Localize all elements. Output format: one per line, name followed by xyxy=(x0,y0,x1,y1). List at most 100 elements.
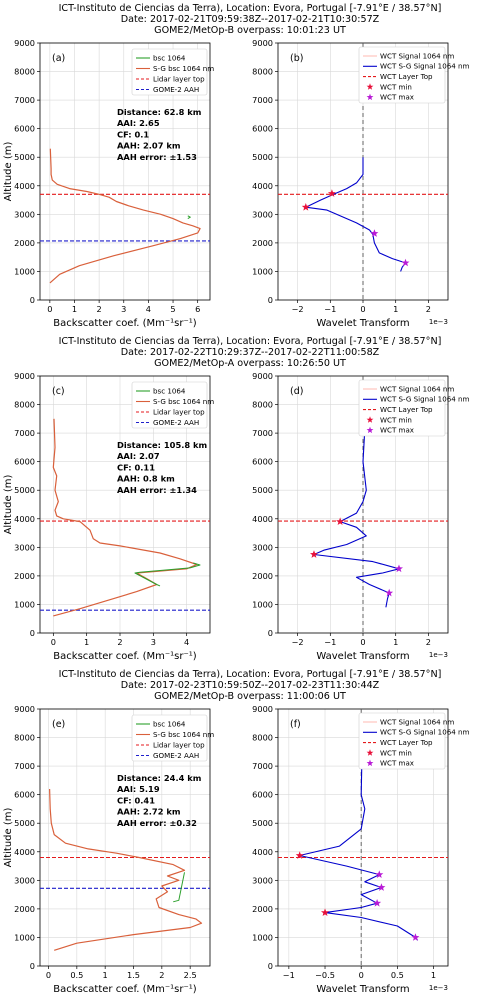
legend-label: WCT Layer Top xyxy=(380,405,433,414)
y-tick-label: 6000 xyxy=(14,457,35,467)
x-tick-label: 2 xyxy=(426,304,431,314)
x-tick-label: 0.5 xyxy=(70,970,83,980)
x-tick-label: 1 xyxy=(72,304,77,314)
y-axis-label: Altitude (m) xyxy=(3,475,14,535)
x-tick-label: 0 xyxy=(46,970,51,980)
wct-max-marker xyxy=(370,229,379,237)
series-wct-sg xyxy=(305,157,407,272)
annotation-line: AAH error: ±1.34 xyxy=(117,485,197,495)
panel-label: (a) xyxy=(52,53,65,64)
x-axis-label: Backscatter coef. (Mm⁻¹sr⁻¹) xyxy=(53,651,196,662)
x-tick-label: 0 xyxy=(360,637,365,647)
figure-title-line: GOME2/MetOp-A overpass: 10:26:50 UT xyxy=(154,358,346,369)
y-tick-label: 8000 xyxy=(252,400,273,410)
wct-max-marker xyxy=(375,870,384,878)
x-tick-label: 0 xyxy=(360,304,365,314)
y-tick-label: 0 xyxy=(30,295,35,305)
wct-min-marker xyxy=(321,908,329,916)
annotation-line: CF: 0.11 xyxy=(117,462,155,472)
x-tick-label: −1 xyxy=(324,304,336,314)
legend-label: GOME-2 AAH xyxy=(153,85,199,94)
x-tick-label: 3 xyxy=(151,637,156,647)
y-tick-label: 9000 xyxy=(252,38,273,48)
legend-label: GOME-2 AAH xyxy=(153,418,199,427)
legend-box xyxy=(358,46,446,104)
panel-label: (e) xyxy=(52,719,65,730)
legend-marker xyxy=(366,749,374,756)
y-tick-label: 7000 xyxy=(252,95,273,105)
figure-title-line: ICT-Instituto de Ciencias da Terra), Loc… xyxy=(59,669,442,680)
y-tick-label: 7000 xyxy=(14,428,35,438)
y-tick-label: 7000 xyxy=(14,761,35,771)
series-sg xyxy=(49,788,203,951)
y-tick-label: 6000 xyxy=(252,124,273,134)
y-tick-label: 2000 xyxy=(252,571,273,581)
legend-label: WCT S-G Signal 1064 nm xyxy=(380,62,469,71)
x-axis-label: Backscatter coef. (Mm⁻¹sr⁻¹) xyxy=(53,984,196,995)
panel-e: 0 0.5 1 1.5 2 2.5 0 1000 2000 3000 4000 5000 6000 700… xyxy=(3,704,214,995)
y-tick-label: 5000 xyxy=(252,485,273,495)
series-raw xyxy=(134,562,201,587)
legend-marker xyxy=(366,93,374,101)
annotation-line: CF: 0.41 xyxy=(117,795,155,805)
annotation-line: CF: 0.1 xyxy=(117,129,149,139)
legend-label: S-G bsc 1064 nm xyxy=(153,64,214,73)
y-tick-label: 8000 xyxy=(14,400,35,410)
y-tick-label: 2000 xyxy=(14,904,35,914)
wct-max-marker xyxy=(411,933,420,941)
wct-max-marker xyxy=(377,883,386,891)
y-tick-label: 3000 xyxy=(14,875,35,885)
y-tick-label: 2000 xyxy=(252,238,273,248)
x-tick-label: 2 xyxy=(117,637,122,647)
legend-label: Lidar layer top xyxy=(153,407,205,416)
legend-box xyxy=(131,381,208,429)
annotation-line: Distance: 24.4 km xyxy=(117,773,201,783)
x-tick-label: 0 xyxy=(51,637,56,647)
y-tick-label: 6000 xyxy=(14,124,35,134)
panel-label: (b) xyxy=(290,53,303,64)
y-tick-label: 1000 xyxy=(252,599,273,609)
panel-a: 0 1 2 3 4 5 6 0 1000 2000 3000 4000 5000 6000 7000 8000… xyxy=(3,38,214,329)
y-tick-label: 3000 xyxy=(14,542,35,552)
legend-label: WCT max xyxy=(380,759,414,768)
annotation-line: Distance: 62.8 km xyxy=(117,107,201,117)
panel-label: (c) xyxy=(52,386,65,397)
panel-f: −1 −0.5 0 0.5 1 0 1000 2000 3000 4000 5000 6000 7000… xyxy=(252,704,469,995)
y-tick-label: 0 xyxy=(268,961,273,971)
axes-frame xyxy=(39,42,211,301)
legend-label: WCT min xyxy=(380,82,412,91)
x-tick-label: 4 xyxy=(146,304,151,314)
annotation-line: AAH: 0.8 km xyxy=(117,474,175,484)
x-tick-label: 1 xyxy=(431,970,436,980)
figure-title-line: ICT-Instituto de Ciencias da Terra), Loc… xyxy=(59,336,442,347)
y-tick-label: 1000 xyxy=(252,932,273,942)
y-tick-label: 1000 xyxy=(14,932,35,942)
y-tick-label: 4000 xyxy=(252,514,273,524)
legend-label: S-G bsc 1064 nm xyxy=(153,730,214,739)
x-tick-label: 2 xyxy=(159,970,164,980)
y-tick-label: 7000 xyxy=(252,428,273,438)
y-tick-label: 0 xyxy=(30,628,35,638)
x-tick-label: −1 xyxy=(283,970,295,980)
panel-c: 0 1 2 3 4 0 1000 2000 3000 4000 5000 6000 7000 8000 90… xyxy=(3,371,214,662)
legend-label: bsc 1064 xyxy=(153,386,186,395)
annotation-line: AAH: 2.07 km xyxy=(117,141,181,151)
legend-label: WCT Layer Top xyxy=(380,72,433,81)
legend-label: Lidar layer top xyxy=(153,740,205,749)
legend-label: WCT Signal 1064 nm xyxy=(380,384,454,393)
axes-frame xyxy=(39,375,211,634)
wct-min-marker xyxy=(336,517,345,525)
figure-title-line: GOME2/MetOp-B overpass: 11:00:06 UT xyxy=(154,691,346,702)
y-tick-label: 4000 xyxy=(14,181,35,191)
y-tick-label: 4000 xyxy=(252,181,273,191)
x-axis-label: Wavelet Transform xyxy=(316,984,409,995)
y-tick-label: 5000 xyxy=(252,152,273,162)
legend-marker xyxy=(366,759,374,767)
y-tick-label: 4000 xyxy=(14,847,35,857)
x-exponent-label: 1e−3 xyxy=(429,318,448,326)
x-tick-label: 0 xyxy=(47,304,52,314)
panel-b: −2 −1 0 1 2 0 1000 2000 3000 4000 5000 6000 7000 8000… xyxy=(252,38,469,329)
series-sg xyxy=(49,148,201,284)
legend-marker xyxy=(366,83,374,90)
legend-label: WCT min xyxy=(380,748,412,757)
